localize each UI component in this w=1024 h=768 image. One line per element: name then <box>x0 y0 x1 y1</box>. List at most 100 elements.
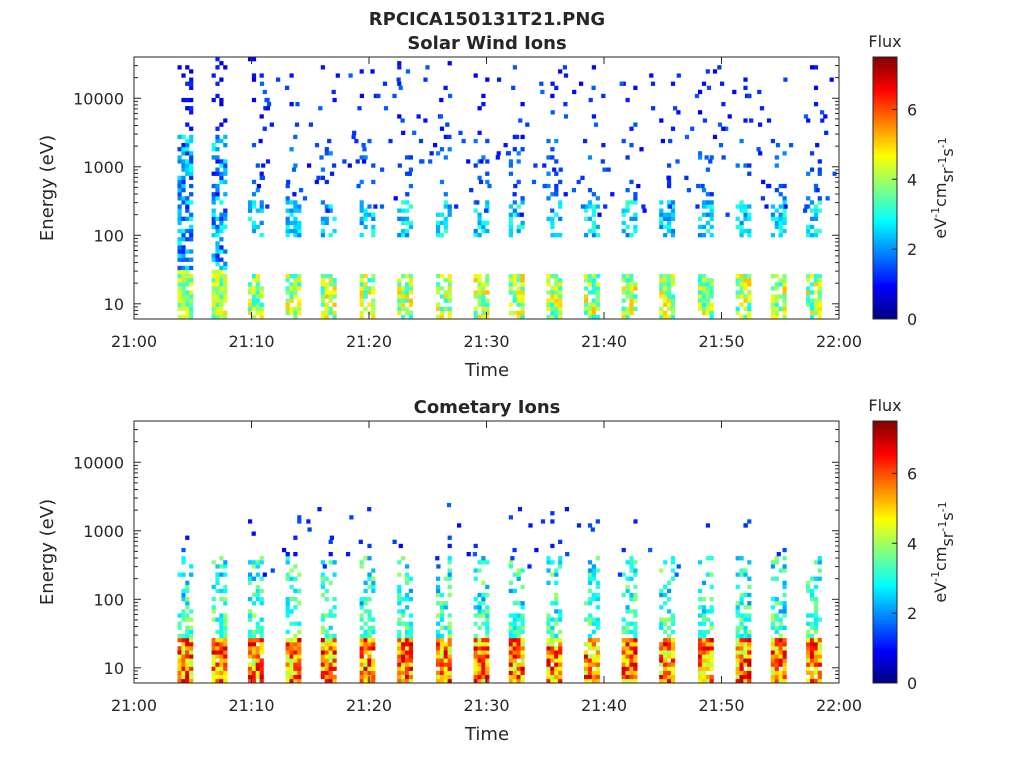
heatmap-cell <box>747 298 752 303</box>
colorbar-segment <box>873 73 897 76</box>
heatmap-cell <box>774 617 779 622</box>
heatmap-cell <box>633 306 638 311</box>
heatmap-cell <box>447 204 452 209</box>
heatmap-cell <box>297 519 302 524</box>
heatmap-cell <box>219 556 224 561</box>
heatmap-cell <box>215 282 220 287</box>
heatmap-cell <box>293 678 298 684</box>
heatmap-cell <box>516 314 521 320</box>
heatmap-cell <box>782 658 787 663</box>
heatmap-cell <box>181 674 186 680</box>
heatmap-cell <box>447 282 452 287</box>
heatmap-cell <box>371 216 376 221</box>
heatmap-cell <box>485 621 490 626</box>
heatmap-cell <box>447 294 452 299</box>
heatmap-cell <box>739 294 744 299</box>
heatmap-cell <box>371 666 376 671</box>
heatmap-cell <box>709 302 714 307</box>
heatmap-cell <box>546 642 551 647</box>
heatmap-cell <box>439 625 445 630</box>
heatmap-cell <box>211 269 216 275</box>
heatmap-cell <box>332 662 337 667</box>
heatmap-cell <box>219 629 224 635</box>
heatmap-cell <box>215 666 220 671</box>
heatmap-cell <box>477 282 482 287</box>
heatmap-cell <box>554 171 559 176</box>
heatmap-cell <box>584 278 589 283</box>
heatmap-cell <box>774 282 779 287</box>
heatmap-cell <box>177 228 182 234</box>
heatmap-cell <box>189 666 194 671</box>
heatmap-cell <box>747 282 752 287</box>
heatmap-cell <box>405 69 410 74</box>
heatmap-cell <box>806 286 811 291</box>
heatmap-cell <box>181 302 186 307</box>
heatmap-cell <box>591 629 596 635</box>
heatmap-cell <box>782 310 787 316</box>
heatmap-cell <box>803 114 809 119</box>
heatmap-cell <box>735 629 740 635</box>
heatmap-cell <box>633 609 638 614</box>
heatmap-cell <box>447 572 452 577</box>
heatmap-cell <box>806 302 811 307</box>
heatmap-cell <box>401 200 406 205</box>
heatmap-cell <box>520 200 525 205</box>
heatmap-cell <box>255 572 260 577</box>
heatmap-cell <box>823 114 828 119</box>
heatmap-cell <box>219 249 224 254</box>
heatmap-cell <box>189 134 194 140</box>
colorbar-segment <box>873 496 897 500</box>
heatmap-cell <box>743 642 748 647</box>
heatmap-cell <box>293 662 298 667</box>
heatmap-cell <box>584 654 589 659</box>
heatmap-cell <box>659 290 664 295</box>
heatmap-cell <box>587 678 593 684</box>
heatmap-cell <box>259 73 264 78</box>
heatmap-cell <box>512 678 517 684</box>
heatmap-cell <box>285 85 290 90</box>
heatmap-cell <box>293 228 298 234</box>
heatmap-cell <box>185 200 190 205</box>
heatmap-cell <box>408 576 413 581</box>
heatmap-cell <box>397 290 402 295</box>
heatmap-cell <box>512 617 517 622</box>
heatmap-cell <box>251 220 257 226</box>
heatmap-cell <box>735 642 740 647</box>
heatmap-cell <box>293 650 298 655</box>
heatmap-cell <box>185 106 190 111</box>
heatmap-cell <box>633 597 638 602</box>
heatmap-cell <box>659 118 664 123</box>
heatmap-cell <box>698 588 703 594</box>
colorbar-segment <box>873 451 897 455</box>
heatmap-cell <box>439 674 445 680</box>
heatmap-cell <box>185 81 190 86</box>
heatmap-cell <box>367 625 372 630</box>
heatmap-cell <box>223 163 228 168</box>
heatmap-cell <box>817 662 822 667</box>
heatmap-cell <box>595 204 600 209</box>
heatmap-cell <box>438 114 443 119</box>
heatmap-cell <box>447 633 452 639</box>
colorbar-segment <box>873 552 897 555</box>
heatmap-cell <box>248 302 253 307</box>
heatmap-cell <box>397 633 402 639</box>
colorbar-segment <box>873 541 897 545</box>
heatmap-cell <box>324 670 329 675</box>
heatmap-cell <box>595 605 600 610</box>
heatmap-cell <box>359 179 364 185</box>
heatmap-cell <box>739 674 744 680</box>
heatmap-cell <box>181 638 186 643</box>
heatmap-cell <box>363 212 368 217</box>
heatmap-cell <box>223 274 228 279</box>
heatmap-cell <box>813 204 819 209</box>
colorbar-segment <box>873 504 897 508</box>
heatmap-cell <box>443 85 448 90</box>
heatmap-cell <box>401 220 406 226</box>
heatmap-cell <box>177 212 182 217</box>
heatmap-cell <box>448 93 453 99</box>
heatmap-cell <box>813 625 819 630</box>
heatmap-cell <box>447 670 452 675</box>
heatmap-cell <box>181 134 186 140</box>
heatmap-cell <box>293 290 298 295</box>
heatmap-cell <box>512 290 517 295</box>
